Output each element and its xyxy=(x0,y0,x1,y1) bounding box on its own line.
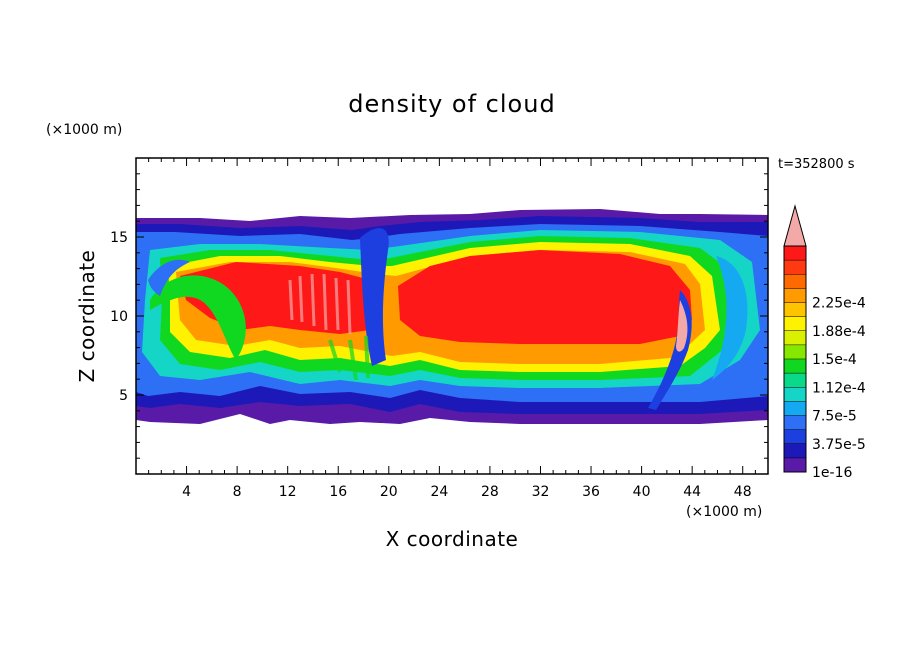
y-axis: 5 10 15 xyxy=(110,157,768,475)
y-tick-label: 10 xyxy=(110,309,128,325)
colorbar-label: 2.25e-4 xyxy=(812,296,866,312)
field-feature-mid-jet xyxy=(360,228,389,366)
x-tick-label: 20 xyxy=(380,484,398,500)
x-tick-label: 8 xyxy=(233,484,242,500)
colorbar-swatch xyxy=(784,302,806,317)
x-tick-label: 44 xyxy=(683,484,701,500)
colorbar-swatch xyxy=(784,401,806,416)
colorbar-label: 1.88e-4 xyxy=(812,324,866,340)
colorbar-swatch xyxy=(784,359,806,374)
colorbar-swatch xyxy=(784,387,806,402)
colorbar-swatch xyxy=(784,457,806,473)
colorbar-swatch xyxy=(784,330,806,346)
colorbar-extend-arrow xyxy=(783,204,807,247)
x-tick-label: 48 xyxy=(734,484,752,500)
field-striations xyxy=(288,273,370,381)
field-feature-right-pink xyxy=(676,300,688,352)
colorbar-swatch xyxy=(784,429,806,445)
y-axis-unit: (×1000 m) xyxy=(46,122,122,138)
x-tick-label: 28 xyxy=(481,484,499,500)
colorbar-swatch xyxy=(784,260,806,275)
field-feature-right-edge xyxy=(712,256,748,380)
x-axis: 4 8 12 16 20 24 28 32 36 40 44 48 xyxy=(135,158,769,500)
field-core-right xyxy=(398,250,692,344)
x-tick-label: 36 xyxy=(582,484,600,500)
y-axis-label: Z coordinate xyxy=(75,250,99,383)
x-tick-label: 4 xyxy=(182,484,191,500)
x-tick-label: 32 xyxy=(532,484,550,500)
colorbar-label: 1.12e-4 xyxy=(812,380,866,396)
colorbar-swatch xyxy=(784,316,806,332)
y-tick-label: 15 xyxy=(110,230,128,246)
colorbar-label: 1e-16 xyxy=(812,465,852,481)
colorbar-label: 3.75e-5 xyxy=(812,437,866,453)
colorbar-swatch xyxy=(784,274,806,289)
colorbar-swatch xyxy=(784,246,806,261)
colorbar: 1e-16 3.75e-5 7.5e-5 1.12e-4 1.5e-4 1.88e-4 2.… xyxy=(783,204,866,481)
x-axis-unit: (×1000 m) xyxy=(686,504,762,520)
colorbar-label: 1.5e-4 xyxy=(812,352,857,368)
x-tick-label: 12 xyxy=(279,484,297,500)
colorbar-swatch xyxy=(784,443,806,459)
y-tick-label: 5 xyxy=(119,388,128,404)
colorbar-swatch xyxy=(784,344,806,360)
x-axis-label: X coordinate xyxy=(386,527,519,551)
x-tick-label: 40 xyxy=(633,484,651,500)
chart-title: density of cloud xyxy=(348,90,555,118)
x-tick-label: 16 xyxy=(329,484,347,500)
density-field xyxy=(136,209,768,424)
field-feature-left-curl xyxy=(150,275,246,360)
time-label: t=352800 s xyxy=(778,157,855,172)
x-tick-label: 24 xyxy=(430,484,448,500)
field-feature-left-blue xyxy=(148,259,190,296)
colorbar-label: 7.5e-5 xyxy=(812,409,857,425)
colorbar-swatch xyxy=(784,415,806,430)
colorbar-swatch xyxy=(784,373,806,388)
colorbar-swatch xyxy=(784,288,806,303)
